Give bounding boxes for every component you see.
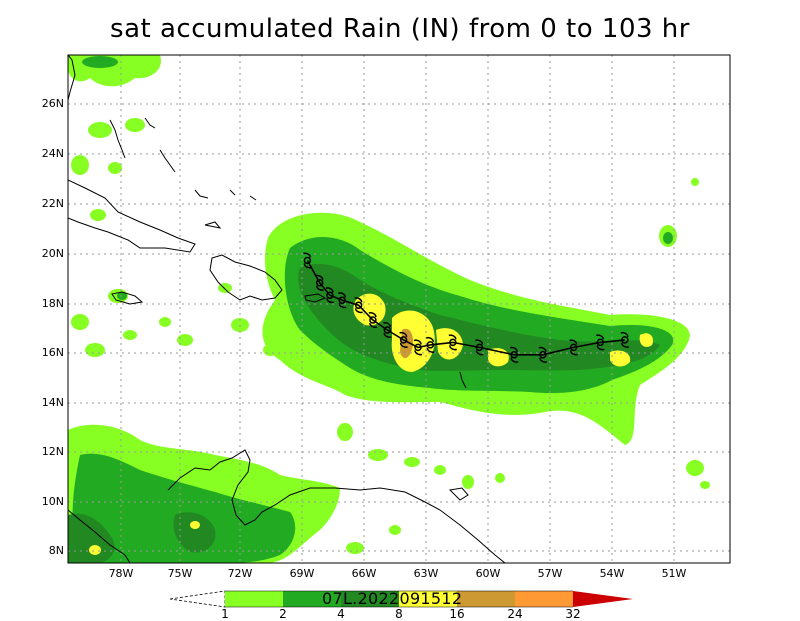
rain-core-6: [639, 333, 654, 347]
lat-label-14n: 14N: [41, 396, 64, 409]
tropical-cyclone-symbol: [596, 334, 605, 351]
lon-label-60w: 60W: [475, 567, 501, 580]
lon-label-69w: 69W: [289, 567, 315, 580]
tropical-cyclone-symbol: [325, 287, 335, 304]
tropical-cyclone-symbol: [337, 292, 347, 309]
lon-label-54w: 54W: [599, 567, 625, 580]
coast-venezuela: [167, 449, 506, 563]
colorbar-label-1: 1: [221, 607, 229, 621]
tropical-cyclone-symbol: [354, 297, 363, 314]
lon-label-66w: 66W: [351, 567, 377, 580]
tropical-cyclone-symbol: [399, 331, 408, 348]
colorbar-high-triangle: [573, 591, 633, 607]
lat-label-24n: 24N: [41, 147, 64, 160]
lon-label-57w: 57W: [537, 567, 563, 580]
gridlines: [68, 55, 730, 563]
lon-label-75w: 75W: [167, 567, 193, 580]
coast-islands-1: [204, 221, 222, 229]
tropical-cyclone-symbol: [315, 274, 324, 291]
colorbar-label-4: 4: [337, 607, 345, 621]
coastlines: [68, 55, 506, 563]
lon-label-51w: 51W: [661, 567, 687, 580]
colorbar-label-16: 16: [449, 607, 465, 621]
tropical-cyclone-symbol: [620, 331, 630, 348]
coast-trinidad: [448, 487, 469, 501]
lat-label-26n: 26N: [41, 97, 64, 110]
coast-bahamas-4: [194, 189, 209, 199]
colorbar-bin-2: [283, 591, 341, 607]
colorbar-bin-1: [225, 591, 283, 607]
rain-scatter-north-dark: [82, 56, 673, 300]
coast-bahamas-1: [109, 119, 126, 159]
tropical-cyclone-symbol: [413, 339, 423, 356]
tropical-cyclone-symbol: [426, 336, 435, 353]
coast-florida: [68, 55, 76, 101]
rain-swath-heavy: [298, 263, 660, 371]
lat-label-16n: 16N: [41, 346, 64, 359]
tropical-cyclone-symbol: [538, 346, 548, 363]
lat-label-10n: 10N: [41, 495, 64, 508]
tropical-cyclone-symbol: [509, 346, 519, 363]
map-title: sat accumulated Rain (IN) from 0 to 103 …: [110, 14, 690, 44]
lat-label-18n: 18N: [41, 297, 64, 310]
lon-label-78w: 78W: [108, 567, 134, 580]
rain-south-dark-2: [173, 512, 216, 553]
storm-track-line: [306, 260, 625, 356]
coast-bahamas-2: [144, 117, 156, 129]
colorbar-bin-6: [515, 591, 573, 607]
storm-id-label: 07L.2022091512: [322, 589, 463, 608]
lat-label-12n: 12N: [41, 445, 64, 458]
colorbar-label-32: 32: [565, 607, 581, 621]
tropical-cyclone-symbol: [475, 339, 484, 356]
colorbar-bin-4: [399, 591, 457, 607]
storm-track-symbols: [303, 252, 630, 363]
coast-hispaniola: [209, 254, 283, 301]
tropical-cyclone-symbol: [303, 252, 312, 269]
tropical-cyclone-symbol: [569, 339, 578, 356]
colorbar-label-2: 2: [279, 607, 287, 621]
rain-max: [400, 328, 414, 359]
rain-field: [68, 55, 710, 563]
map-frame: [67, 54, 731, 564]
coast-colombia: [68, 509, 131, 563]
coast-cuba: [68, 179, 196, 253]
tropical-cyclone-symbol: [448, 334, 458, 351]
coast-puerto-rico: [304, 293, 327, 303]
rain-scatter-north: [68, 55, 710, 489]
colorbar-bin-3: [341, 591, 399, 607]
lat-label-20n: 20N: [41, 247, 64, 260]
rain-south-dark: [68, 513, 115, 563]
colorbar-bin-5: [457, 591, 515, 607]
colorbar-label-24: 24: [507, 607, 523, 621]
rain-south-scatter: [337, 423, 505, 554]
coast-antilles: [459, 371, 467, 389]
lat-label-8n: 8N: [48, 544, 64, 557]
rain-core-5: [610, 350, 631, 367]
lat-label-22n: 22N: [41, 197, 64, 210]
colorbar-low-triangle: [169, 590, 226, 608]
colorbar-label-8: 8: [395, 607, 403, 621]
coast-islands-3: [249, 195, 257, 201]
colorbar: [169, 590, 633, 608]
tropical-cyclone-symbol: [383, 322, 392, 338]
lon-label-72w: 72W: [227, 567, 253, 580]
coast-islands-2: [229, 189, 236, 196]
rain-south-cores: [89, 521, 200, 555]
lon-label-63w: 63W: [413, 567, 439, 580]
coast-jamaica: [111, 291, 144, 305]
coast-bahamas-3: [159, 149, 176, 173]
tropical-cyclone-symbol: [368, 312, 378, 328]
